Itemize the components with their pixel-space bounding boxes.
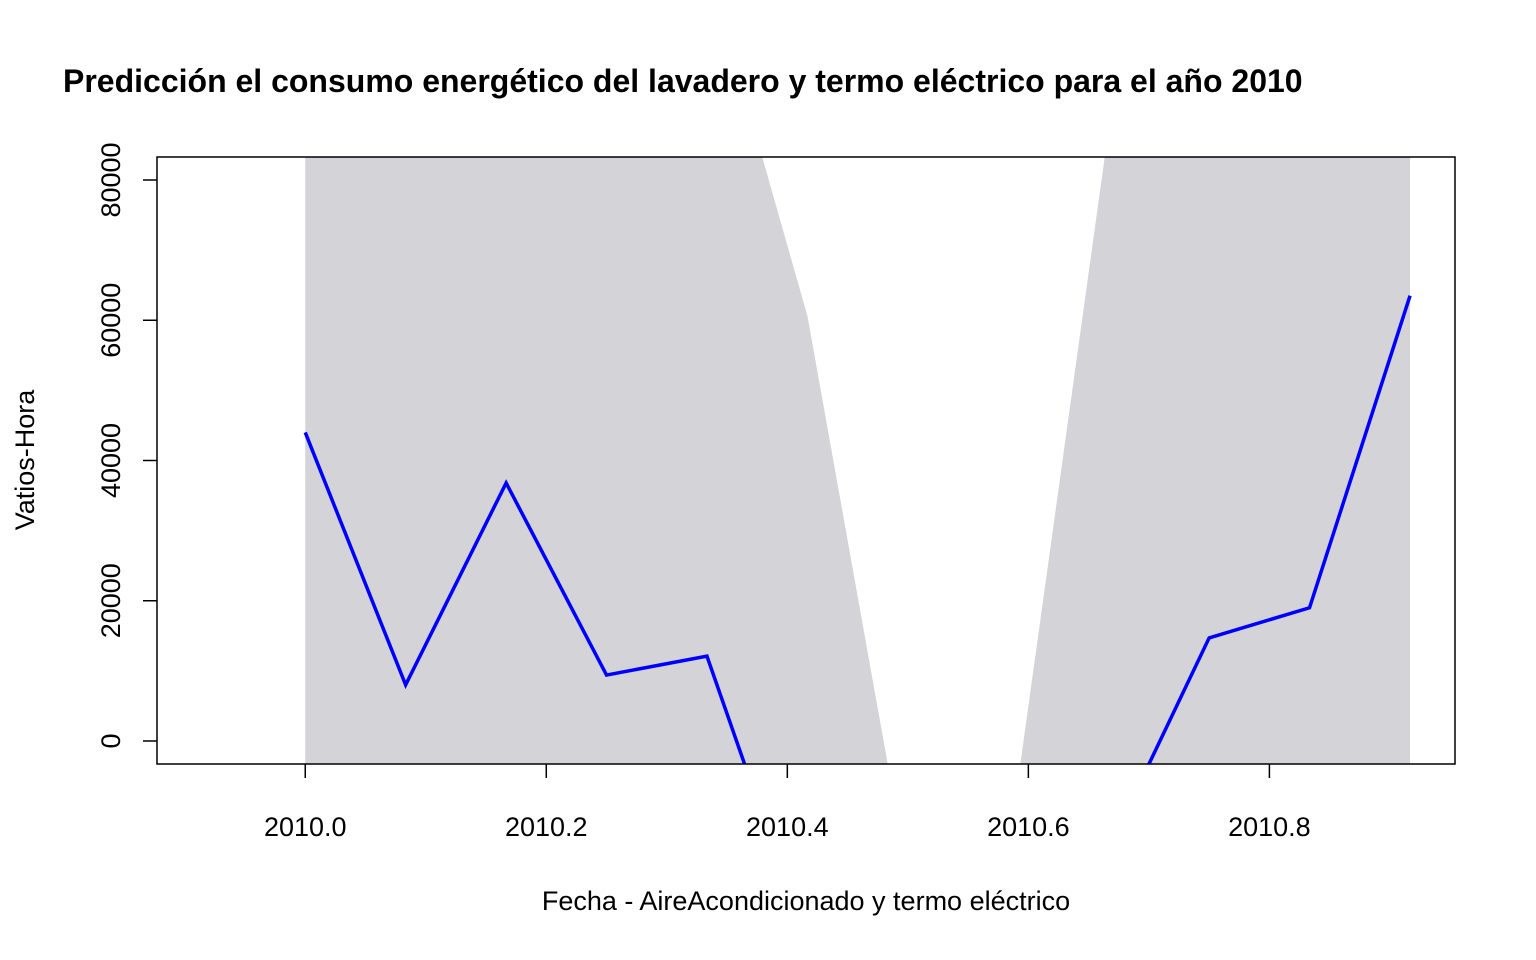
y-tick-label: 40000	[96, 423, 126, 498]
x-tick-label: 2010.2	[505, 812, 588, 842]
x-tick-label: 2010.6	[987, 812, 1070, 842]
x-axis-label: Fecha - AireAcondicionado y termo eléctr…	[542, 886, 1070, 916]
chart-title: Predicción el consumo energético del lav…	[63, 63, 1303, 99]
x-tick-label: 2010.8	[1228, 812, 1311, 842]
y-tick-label: 20000	[96, 563, 126, 638]
forecast-line	[303, 295, 1412, 764]
prediction-interval	[305, 157, 1411, 764]
y-tick-label: 60000	[96, 283, 126, 358]
x-tick-label: 2010.4	[746, 812, 829, 842]
x-tick-label: 2010.0	[264, 812, 347, 842]
y-tick-label: 80000	[96, 142, 126, 217]
plot-area	[303, 157, 1412, 764]
y-tick-label: 0	[96, 733, 126, 748]
y-axis-label: Vatios-Hora	[10, 389, 40, 531]
